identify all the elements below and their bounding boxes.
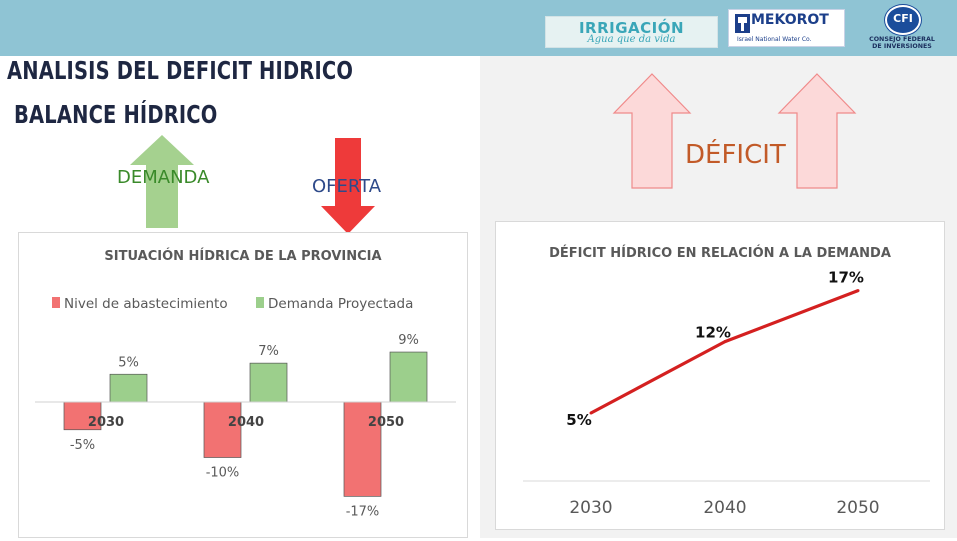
data-label-supply-2030: -5% [70,438,95,453]
x-tick-label-2050: 2050 [836,498,879,518]
x-tick-label-2040: 2040 [228,415,264,430]
bar-demand-2050 [389,351,428,403]
data-point-2030 [589,411,593,415]
cfi-emblem: CFI [885,5,921,35]
demanda-up-arrow-icon [130,135,194,228]
deficit-up-arrow-icon [612,73,692,189]
oferta-down-arrow-icon [321,138,375,234]
chart-title: DÉFICIT HÍDRICO EN RELACIÓN A LA DEMANDA [549,245,891,261]
data-label-supply-2040: -10% [206,466,240,481]
bar-demand-2030 [109,373,148,403]
data-label-2050: 17% [828,269,864,287]
x-tick-label-2030: 2030 [88,415,124,430]
data-point-2050 [856,289,860,293]
data-label-2040: 12% [695,324,731,342]
mekorot-logo-name: MEKOROT [751,12,829,28]
cfi-logo-name: CFI [893,12,913,25]
line-chart-svg: DÉFICIT HÍDRICO EN RELACIÓN A LA DEMANDA… [523,245,930,518]
data-label-demand-2040: 7% [258,344,279,359]
irrigacion-logo-name: IRRIGACIÓN [578,19,685,37]
legend-label-demand: Demanda Proyectada [268,296,413,312]
oferta-label: OFERTA [312,176,382,197]
x-tick-label-2050: 2050 [368,415,404,430]
cfi-logo-line2: DE INVERSIONES [872,43,932,50]
demanda-label: DEMANDA [117,167,210,188]
deficit-ratio-chart: DÉFICIT HÍDRICO EN RELACIÓN A LA DEMANDA… [495,221,945,530]
bar-chart-svg: SITUACIÓN HÍDRICA DE LA PROVINCIA Nivel d… [35,248,456,519]
cfi-logo-line1: CONSEJO FEDERAL [869,36,935,43]
data-label-demand-2030: 5% [118,355,139,370]
mekorot-logo: MEKOROT Israel National Water Co. [728,9,845,47]
data-label-supply-2050: -17% [346,504,380,519]
page-title: ANALISIS DEL DEFICIT HIDRICO [7,56,354,85]
bar-supply-2030 [63,401,102,431]
water-tower-icon [735,14,750,33]
deficit-up-arrow-icon [777,73,857,189]
legend-label-supply: Nivel de abastecimiento [64,296,228,312]
bar-demand-2040 [249,362,288,403]
legend-swatch-supply [52,297,60,308]
legend-swatch-demand [256,297,264,308]
data-label-2030: 5% [566,411,591,429]
provincial-water-situation-chart: SITUACIÓN HÍDRICA DE LA PROVINCIA Nivel d… [18,232,468,538]
cfi-logo: CFI CONSEJO FEDERAL DE INVERSIONES [862,3,942,53]
irrigacion-logo-tagline: Agua que da vida [587,34,676,45]
mekorot-logo-tagline: Israel National Water Co. [737,36,812,43]
chart-title: SITUACIÓN HÍDRICA DE LA PROVINCIA [104,248,381,264]
x-tick-label-2040: 2040 [703,498,746,518]
deficit-series-line [590,289,859,415]
irrigacion-logo: IRRIGACIÓN Agua que da vida [545,16,718,48]
x-tick-label-2030: 2030 [569,498,612,518]
page-subtitle: BALANCE HÍDRICO [14,100,218,129]
data-label-demand-2050: 9% [398,333,419,348]
deficit-label: DÉFICIT [685,140,786,170]
data-point-2040 [723,340,727,344]
